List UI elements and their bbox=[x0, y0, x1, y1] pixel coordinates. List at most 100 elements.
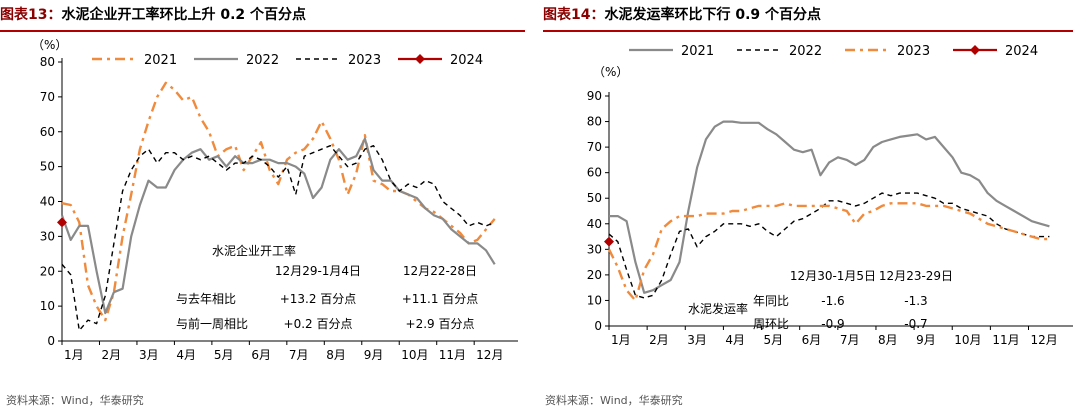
annotation-col2-header: 12月23-29日 bbox=[879, 269, 953, 283]
x-tick-label: 1月 bbox=[611, 333, 631, 347]
left-panel: 图表13：水泥企业开工率环比上升 0.2 个百分点 （%） 0 10 20 30 40 50… bbox=[0, 0, 525, 415]
y-tick-label: 0 bbox=[47, 334, 55, 348]
y-tick-label: 80 bbox=[587, 115, 602, 129]
source-note: 资料来源：Wind，华泰研究 bbox=[545, 394, 683, 407]
series-2023-line bbox=[607, 202, 1050, 302]
series-2021-line bbox=[609, 120, 1050, 294]
annotation-row1-value1: +13.2 百分点 bbox=[280, 292, 357, 306]
annotation-col2-header: 12月22-28日 bbox=[403, 264, 477, 278]
x-tick-label: 1月 bbox=[64, 348, 84, 362]
series-2022-line bbox=[60, 137, 496, 315]
left-line-chart: （%） 0 10 20 30 40 50 60 70 80 1月 2月 3月 4月 5月 6月 7月 8月 9月 10… bbox=[32, 38, 518, 362]
y-tick-label: 10 bbox=[40, 299, 55, 313]
legend-label: 2023 bbox=[897, 44, 930, 59]
legend-item-2024: 2024 bbox=[953, 44, 1038, 59]
x-tick-label: 9月 bbox=[364, 348, 384, 362]
x-tick-label: 2月 bbox=[649, 333, 669, 347]
x-tick-label: 8月 bbox=[326, 348, 346, 362]
legend-label: 2022 bbox=[246, 53, 279, 68]
series-2022-line bbox=[608, 192, 1050, 299]
figure-label: 图表14： bbox=[543, 7, 605, 23]
y-tick-label: 60 bbox=[40, 125, 55, 139]
legend-item-2024: 2024 bbox=[398, 53, 483, 68]
annotation-row2-value2: -0.7 bbox=[904, 317, 927, 331]
x-tick-label: 5月 bbox=[764, 333, 784, 347]
x-tick-label: 8月 bbox=[878, 333, 898, 347]
annotation-row2-label: 周环比 bbox=[753, 317, 789, 331]
series-2021-line bbox=[61, 81, 496, 322]
y-tick-label: 90 bbox=[587, 89, 602, 103]
x-tick-label: 10月 bbox=[954, 333, 981, 347]
y-tick-label: 30 bbox=[40, 229, 55, 243]
right-panel: 图表14：水泥发运率环比下行 0.9 个百分点 （%） 0 10 20 30 40 50 60… bbox=[543, 0, 1080, 415]
series-2024-marker bbox=[604, 236, 614, 247]
y-tick-label: 0 bbox=[594, 319, 602, 333]
legend-label: 2024 bbox=[1005, 44, 1038, 59]
x-tick-label: 4月 bbox=[176, 348, 196, 362]
legend-item-2021: 2021 bbox=[629, 44, 714, 59]
x-tick-label: 12月 bbox=[476, 348, 503, 362]
y-tick-label: 50 bbox=[587, 191, 602, 205]
y-tick-label: 10 bbox=[587, 293, 602, 307]
right-line-chart: （%） 0 10 20 30 40 50 60 70 80 90 1月 2月 3月 4月 5月 6月 7月 8月 9月… bbox=[587, 44, 1073, 347]
x-tick-label: 12月 bbox=[1031, 333, 1058, 347]
legend-label: 2024 bbox=[450, 53, 483, 68]
x-tick-label: 10月 bbox=[401, 348, 428, 362]
x-tick-label: 11月 bbox=[439, 348, 466, 362]
annotation-row1-value2: -1.3 bbox=[904, 294, 927, 308]
annotation-col1-header: 12月29-1月4日 bbox=[275, 264, 361, 278]
y-axis-unit: （%） bbox=[593, 65, 628, 79]
annotation-row1-label: 与去年相比 bbox=[176, 292, 236, 306]
x-tick-label: 3月 bbox=[687, 333, 707, 347]
annotation-heading: 水泥发运率 bbox=[688, 301, 748, 316]
y-tick-label: 50 bbox=[40, 160, 55, 174]
legend-item-2023: 2023 bbox=[296, 53, 381, 68]
x-tick-label: 5月 bbox=[214, 348, 234, 362]
annotation-row2-label: 与前一周相比 bbox=[176, 316, 248, 331]
y-tick-label: 20 bbox=[587, 268, 602, 282]
x-tick-label: 6月 bbox=[251, 348, 271, 362]
y-axis-unit: （%） bbox=[32, 38, 67, 52]
legend-label: 2023 bbox=[348, 53, 381, 68]
chart-title: 图表14：水泥发运率环比下行 0.9 个百分点 bbox=[543, 2, 821, 28]
annotation-row1-label: 年同比 bbox=[753, 294, 789, 308]
annotation-heading: 水泥企业开工率 bbox=[212, 243, 296, 258]
x-tick-label: 3月 bbox=[139, 348, 159, 362]
title-divider bbox=[543, 30, 1073, 32]
series-2023-line bbox=[61, 144, 495, 332]
figure-title: 水泥企业开工率环比上升 0.2 个百分点 bbox=[61, 7, 307, 23]
title-divider bbox=[0, 30, 525, 32]
y-tick-label: 60 bbox=[587, 166, 602, 180]
annotation-row2-value2: +2.9 百分点 bbox=[406, 317, 475, 331]
annotation-row1-value2: +11.1 百分点 bbox=[402, 292, 479, 306]
y-tick-label: 70 bbox=[40, 90, 55, 104]
y-tick-label: 30 bbox=[587, 242, 602, 256]
y-tick-label: 20 bbox=[40, 264, 55, 278]
legend-label: 2021 bbox=[681, 44, 714, 59]
x-tick-label: 7月 bbox=[840, 333, 860, 347]
x-tick-label: 7月 bbox=[289, 348, 309, 362]
annotation-row2-value1: -0.9 bbox=[821, 317, 844, 331]
series-2024-marker bbox=[57, 217, 67, 228]
x-tick-label: 9月 bbox=[916, 333, 936, 347]
annotation-row2-value1: +0.2 百分点 bbox=[284, 317, 353, 331]
legend-label: 2022 bbox=[789, 44, 822, 59]
y-tick-label: 70 bbox=[587, 140, 602, 154]
y-tick-label: 40 bbox=[40, 195, 55, 209]
figure-title: 水泥发运率环比下行 0.9 个百分点 bbox=[604, 7, 822, 23]
y-tick-label: 80 bbox=[40, 55, 55, 69]
x-tick-label: 6月 bbox=[802, 333, 822, 347]
chart-title: 图表13：水泥企业开工率环比上升 0.2 个百分点 bbox=[0, 2, 306, 28]
legend-item-2022: 2022 bbox=[194, 53, 279, 68]
legend-item-2021: 2021 bbox=[92, 53, 177, 68]
figure-label: 图表13： bbox=[0, 7, 62, 23]
legend-item-2023: 2023 bbox=[845, 44, 930, 59]
x-tick-label: 4月 bbox=[725, 333, 745, 347]
x-tick-label: 11月 bbox=[992, 333, 1019, 347]
x-tick-label: 2月 bbox=[101, 348, 121, 362]
source-note: 资料来源：Wind，华泰研究 bbox=[6, 394, 144, 407]
annotation-row1-value1: -1.6 bbox=[821, 294, 844, 308]
legend-label: 2021 bbox=[144, 53, 177, 68]
annotation-col1-header: 12月30-1月5日 bbox=[790, 269, 876, 283]
y-tick-label: 40 bbox=[587, 217, 602, 231]
